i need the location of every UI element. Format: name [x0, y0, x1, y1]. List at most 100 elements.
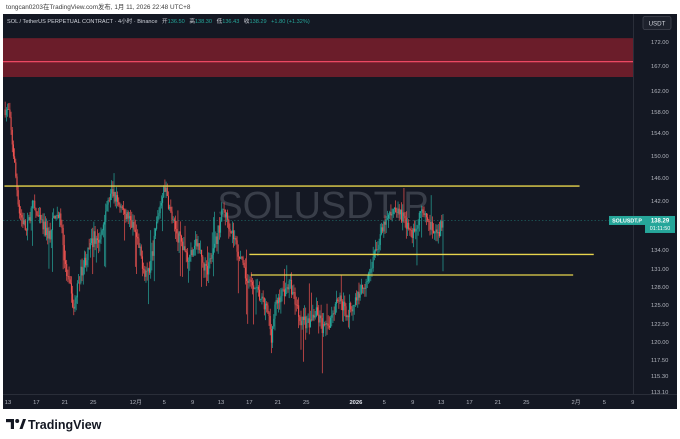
candle-body [395, 207, 397, 213]
candle-body [95, 238, 97, 244]
candle-body [326, 323, 328, 324]
candle-body [287, 287, 289, 290]
candle-body [372, 257, 374, 269]
candle-body [402, 212, 404, 222]
time-tick-label: 21 [62, 400, 68, 406]
chart-panel[interactable]: SOLUSDT.P 172.00 167.00 162.00 158.00 154.00… [3, 14, 677, 409]
candle-body [309, 319, 312, 328]
candle-body [199, 249, 201, 251]
candle-body [315, 307, 317, 316]
candle-body [126, 212, 128, 220]
candle-body [279, 297, 281, 303]
candle-body [40, 214, 42, 220]
price-tick-label: 117.50 [651, 358, 668, 364]
candle-body [165, 187, 167, 192]
candle-body [259, 289, 261, 300]
candle-body [305, 316, 307, 329]
candle-body [350, 302, 352, 310]
candle-body [268, 312, 270, 316]
candle-body [204, 264, 206, 271]
candle-body [201, 249, 203, 257]
candle-body [303, 316, 306, 321]
candle-body [341, 301, 343, 311]
candle-body [337, 299, 339, 301]
candle-body [173, 219, 175, 222]
candle-body [243, 262, 245, 268]
candle-body [175, 221, 177, 229]
candle-body [67, 276, 69, 277]
time-tick-label: 13 [5, 400, 11, 406]
candle-body [391, 213, 393, 216]
candle-body [247, 280, 249, 283]
candle-body [272, 326, 274, 343]
price-tick-label: 150.00 [651, 154, 669, 160]
candle-body [77, 282, 80, 284]
candle-body [83, 257, 85, 268]
candle-body [210, 258, 212, 259]
candle-body [379, 234, 381, 245]
candle-body [18, 204, 20, 214]
time-axis[interactable]: 13 17 21 25 12月 5 9 13 17 21 25 2026 5 9 13 17 21 25 2月 5 9 [5, 399, 635, 406]
price-tick-label: 120.00 [651, 340, 669, 346]
candle-body [324, 324, 326, 326]
candle-body [198, 243, 200, 251]
candle-body [435, 229, 437, 232]
candle-body [68, 276, 70, 280]
level-lines-layer[interactable] [3, 185, 609, 276]
candle-body [261, 296, 263, 300]
tradingview-logo[interactable]: TradingView [6, 417, 101, 433]
candle-body [178, 231, 180, 243]
candle-body [385, 219, 387, 225]
candle-body [256, 286, 258, 288]
price-tick-label: 146.00 [651, 176, 669, 182]
candle-body [442, 220, 444, 228]
candle-body [345, 306, 347, 318]
candle-body [109, 193, 112, 201]
candle-body [328, 325, 330, 328]
candle-body [42, 219, 44, 230]
candle-body [127, 212, 129, 219]
candle-body [87, 247, 89, 261]
candle-body [229, 229, 231, 232]
candle-body [384, 221, 386, 225]
candle-body [145, 270, 147, 277]
candle-body [164, 187, 166, 192]
candle-body [409, 228, 411, 230]
candle-body [298, 305, 300, 317]
candle-body [333, 313, 335, 314]
candle-body [306, 322, 308, 329]
candle-body [425, 213, 427, 218]
candle-body [120, 206, 122, 208]
price-axis-panel[interactable] [633, 14, 677, 409]
candle-body [14, 156, 16, 163]
time-tick-label: 21 [495, 400, 501, 406]
candle-body [266, 303, 268, 306]
candle-body [143, 268, 145, 270]
currency-button[interactable]: USDT [642, 16, 672, 30]
candlestick-chart[interactable]: SOLUSDT.P 172.00 167.00 162.00 158.00 154.00… [3, 14, 677, 409]
candle-body [308, 318, 310, 328]
candle-body [244, 267, 246, 279]
candle-body [371, 268, 373, 269]
candle-body [380, 227, 383, 235]
candle-body [332, 313, 334, 316]
candle-body [88, 247, 90, 249]
time-tick-label: 25 [90, 400, 96, 406]
footer: TradingView [0, 409, 680, 439]
candle-body [22, 217, 24, 225]
candle-body [211, 254, 213, 259]
candle-body [105, 211, 107, 222]
candle-body [152, 251, 154, 256]
candle-body [267, 305, 269, 313]
symbol-watermark: SOLUSDT.P [217, 185, 428, 227]
badge-price: 138.29 [651, 218, 670, 224]
candle-body [203, 262, 205, 271]
time-tick-label: 5 [603, 400, 606, 406]
candle-body [202, 256, 204, 263]
candle-body [353, 304, 355, 306]
candle-body [270, 329, 272, 343]
candle-body [57, 215, 59, 218]
candle-body [6, 108, 9, 110]
candle-body [277, 297, 280, 304]
candle-body [299, 316, 301, 322]
